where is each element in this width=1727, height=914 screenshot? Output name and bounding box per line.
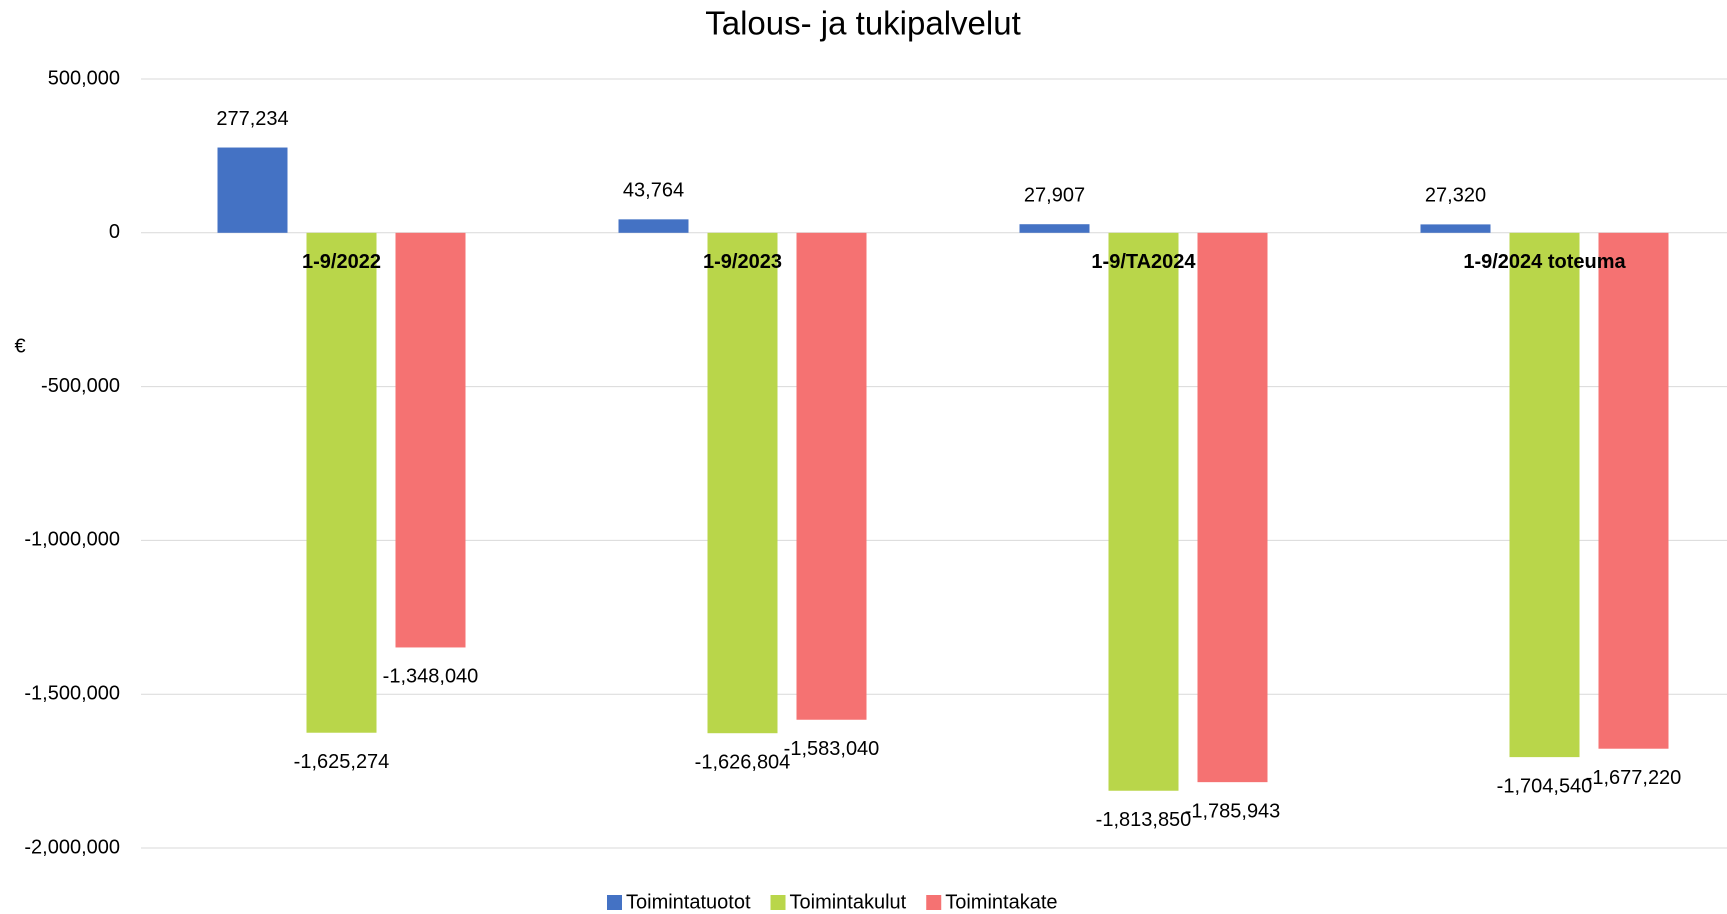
- legend-label: Toimintatuotot: [626, 891, 751, 913]
- bar: [618, 219, 689, 233]
- data-label: 27,907: [1024, 184, 1085, 206]
- bar: [1019, 224, 1090, 233]
- data-label: -1,583,040: [784, 738, 880, 760]
- legend-swatch: [607, 895, 622, 910]
- legend-swatch: [770, 895, 786, 910]
- data-label: -1,813,850: [1096, 809, 1192, 831]
- x-tick-label: 1-9/2023: [703, 251, 782, 273]
- data-label: -1,785,943: [1185, 800, 1281, 822]
- legend-label: Toimintakate: [945, 891, 1057, 913]
- y-tick-label: 500,000: [48, 67, 120, 89]
- x-tick-label: 1-9/2022: [302, 251, 381, 273]
- bar: [796, 232, 867, 720]
- y-tick-label: -1,000,000: [24, 529, 120, 551]
- data-label: -1,704,540: [1497, 775, 1593, 797]
- data-label: -1,677,220: [1586, 767, 1682, 789]
- legend-label: Toimintakulut: [790, 891, 907, 913]
- bar: [1598, 232, 1669, 749]
- data-label: 277,234: [216, 108, 288, 130]
- data-label: 27,320: [1425, 185, 1486, 207]
- data-label: -1,626,804: [695, 751, 791, 773]
- y-tick-label: -2,000,000: [24, 836, 120, 858]
- y-tick-label: -1,500,000: [24, 682, 120, 704]
- bar: [1197, 232, 1268, 783]
- data-label: 43,764: [623, 180, 684, 202]
- y-tick-label: -500,000: [41, 375, 120, 397]
- bar: [1509, 232, 1580, 758]
- bar: [395, 232, 466, 648]
- legend-swatch: [926, 895, 942, 910]
- y-axis-label: €: [14, 335, 25, 357]
- chart-title: Talous- ja tukipalvelut: [705, 5, 1021, 42]
- data-label: -1,348,040: [383, 666, 479, 688]
- bar: [1108, 232, 1179, 791]
- x-tick-label: 1-9/2024 toteuma: [1463, 251, 1626, 273]
- bar: [1420, 224, 1491, 233]
- bar: [217, 147, 288, 233]
- bar: [306, 232, 377, 733]
- x-tick-label: 1-9/TA2024: [1091, 251, 1196, 273]
- data-label: -1,625,274: [294, 751, 390, 773]
- bar: [707, 232, 778, 734]
- y-tick-label: 0: [109, 221, 120, 243]
